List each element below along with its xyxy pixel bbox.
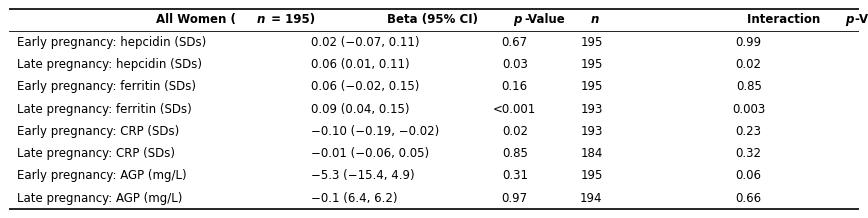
- Text: All Women (: All Women (: [0, 217, 1, 218]
- Text: -Value: -Value: [0, 217, 1, 218]
- Text: −0.01 (−0.06, 0.05): −0.01 (−0.06, 0.05): [311, 147, 429, 160]
- Text: -Value *: -Value *: [0, 217, 1, 218]
- Text: Beta (95% CI): Beta (95% CI): [0, 217, 1, 218]
- Text: n: n: [591, 13, 599, 26]
- Text: 0.003: 0.003: [732, 102, 766, 116]
- Text: 195: 195: [580, 36, 602, 49]
- Text: 194: 194: [580, 192, 602, 205]
- Text: p: p: [0, 217, 1, 218]
- Text: 0.23: 0.23: [736, 125, 762, 138]
- Text: −5.3 (−15.4, 4.9): −5.3 (−15.4, 4.9): [311, 169, 414, 182]
- Text: = 195): = 195): [267, 13, 315, 26]
- Text: Early pregnancy: AGP (mg/L): Early pregnancy: AGP (mg/L): [17, 169, 187, 182]
- Text: Late pregnancy: CRP (SDs): Late pregnancy: CRP (SDs): [17, 147, 175, 160]
- Text: 195: 195: [580, 80, 602, 93]
- Text: 0.16: 0.16: [502, 80, 528, 93]
- Text: 0.32: 0.32: [736, 147, 762, 160]
- Text: 0.06 (0.01, 0.11): 0.06 (0.01, 0.11): [311, 58, 410, 71]
- Text: 0.97: 0.97: [502, 192, 528, 205]
- Text: Beta (95% CI): Beta (95% CI): [386, 13, 477, 26]
- Text: 193: 193: [580, 125, 602, 138]
- Text: p: p: [514, 13, 522, 26]
- Text: 195: 195: [580, 169, 602, 182]
- Text: 0.02: 0.02: [502, 125, 528, 138]
- Text: 0.85: 0.85: [502, 147, 528, 160]
- Text: −0.10 (−0.19, −0.02): −0.10 (−0.19, −0.02): [311, 125, 439, 138]
- Text: Early pregnancy: ferritin (SDs): Early pregnancy: ferritin (SDs): [17, 80, 196, 93]
- Text: 195: 195: [580, 58, 602, 71]
- Text: 193: 193: [580, 102, 602, 116]
- Text: -Value: -Value: [524, 13, 565, 26]
- Text: 0.06: 0.06: [736, 169, 762, 182]
- Text: -Value *: -Value *: [855, 13, 868, 26]
- Text: 0.31: 0.31: [502, 169, 528, 182]
- Text: p: p: [0, 217, 1, 218]
- Text: Early pregnancy: CRP (SDs): Early pregnancy: CRP (SDs): [17, 125, 180, 138]
- Text: 0.67: 0.67: [502, 36, 528, 49]
- Text: Early pregnancy: hepcidin (SDs): Early pregnancy: hepcidin (SDs): [17, 36, 207, 49]
- Text: Late pregnancy: hepcidin (SDs): Late pregnancy: hepcidin (SDs): [17, 58, 202, 71]
- Text: Interaction: Interaction: [0, 217, 1, 218]
- Text: 0.03: 0.03: [502, 58, 528, 71]
- Text: −0.1 (6.4, 6.2): −0.1 (6.4, 6.2): [311, 192, 398, 205]
- Text: Late pregnancy: ferritin (SDs): Late pregnancy: ferritin (SDs): [17, 102, 192, 116]
- Text: n: n: [0, 217, 1, 218]
- Text: n: n: [0, 217, 1, 218]
- Text: 184: 184: [580, 147, 602, 160]
- Text: 0.02: 0.02: [736, 58, 762, 71]
- Text: 0.09 (0.04, 0.15): 0.09 (0.04, 0.15): [311, 102, 409, 116]
- Text: Interaction: Interaction: [746, 13, 825, 26]
- Text: 0.99: 0.99: [736, 36, 762, 49]
- Text: 0.66: 0.66: [736, 192, 762, 205]
- Text: p: p: [845, 13, 853, 26]
- Text: n: n: [257, 13, 265, 26]
- Text: 0.02 (−0.07, 0.11): 0.02 (−0.07, 0.11): [311, 36, 419, 49]
- Text: All Women (: All Women (: [155, 13, 235, 26]
- Text: 0.85: 0.85: [736, 80, 762, 93]
- Text: Late pregnancy: AGP (mg/L): Late pregnancy: AGP (mg/L): [17, 192, 182, 205]
- Text: = 195): = 195): [0, 217, 1, 218]
- Text: 0.06 (−0.02, 0.15): 0.06 (−0.02, 0.15): [311, 80, 419, 93]
- Text: <0.001: <0.001: [493, 102, 536, 116]
